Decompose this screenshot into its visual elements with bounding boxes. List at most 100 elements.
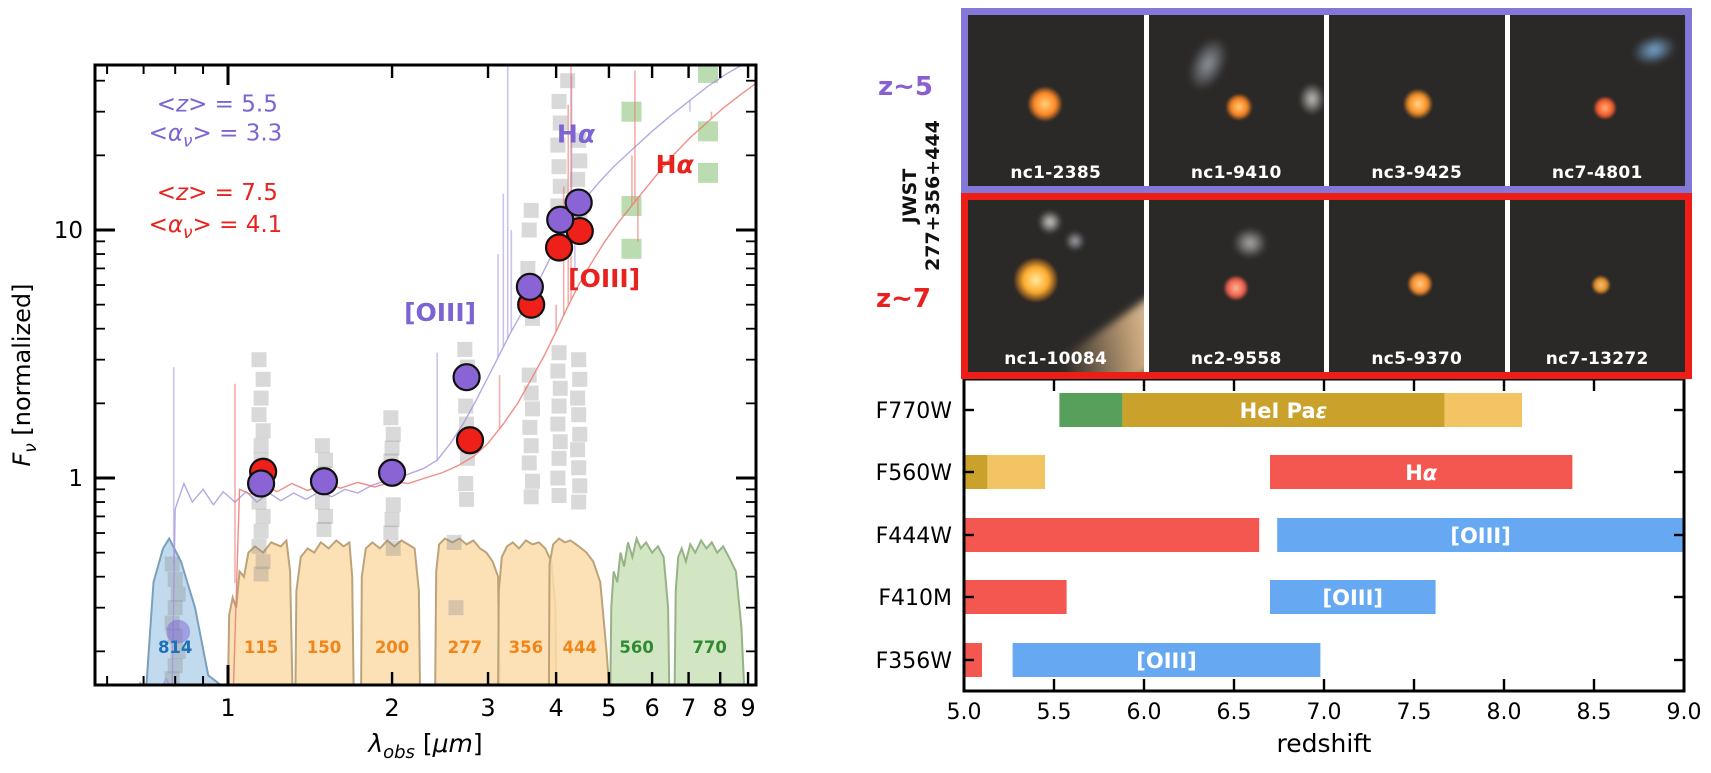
cutout-nc2-9558: nc2-9558 bbox=[1148, 200, 1324, 372]
filter-label-115: 115 bbox=[244, 638, 278, 657]
svg-text:7: 7 bbox=[681, 694, 696, 722]
svg-text:10: 10 bbox=[54, 218, 83, 244]
filter-label-150: 150 bbox=[307, 638, 341, 657]
line-label-0: Hα bbox=[557, 120, 596, 149]
coverage-bar bbox=[987, 455, 1045, 489]
sed-annotation-1: <αν> = 3.3 bbox=[149, 120, 283, 151]
cutout-row-z5: nc1-2385 nc1-9410 nc3-9425 nc7-4801 bbox=[961, 8, 1692, 193]
galaxy-blob bbox=[1629, 30, 1680, 69]
cutout-label: nc1-10084 bbox=[1004, 349, 1108, 369]
svg-text:5.0: 5.0 bbox=[947, 700, 982, 725]
svg-text:5.5: 5.5 bbox=[1037, 700, 1072, 725]
z7-row-label: z~7 bbox=[876, 284, 932, 314]
coverage-bar bbox=[964, 455, 988, 489]
cutout-label: nc2-9558 bbox=[1190, 349, 1282, 369]
svg-text:1: 1 bbox=[220, 694, 235, 722]
stack-points-z5 bbox=[246, 188, 593, 498]
galaxy-blob bbox=[1223, 275, 1248, 300]
filter-curve-560 bbox=[609, 535, 671, 685]
filter-curve-277 bbox=[434, 537, 501, 685]
sed-annotation-2: <z> = 7.5 bbox=[157, 180, 278, 206]
row-label-F560W: F560W bbox=[876, 461, 953, 486]
line-label-2: [OIII] bbox=[404, 298, 476, 327]
galaxy-blob bbox=[1013, 258, 1058, 303]
coverage-bar-label: Hα bbox=[1405, 461, 1438, 485]
row-label-F410M: F410M bbox=[878, 586, 952, 611]
filter-label-444: 444 bbox=[563, 638, 597, 657]
sed-xlabel: λobs [μm] bbox=[366, 729, 482, 763]
sed-annotation-0: <z> = 5.5 bbox=[157, 92, 278, 118]
cutout-nc1-10084: nc1-10084 bbox=[968, 200, 1144, 372]
coverage-row-F770W: HeI Paε bbox=[1059, 393, 1522, 427]
galaxy-blob bbox=[1232, 227, 1267, 258]
galaxy-blob bbox=[1404, 88, 1433, 119]
row-label-F356W: F356W bbox=[876, 649, 953, 674]
galaxy-blob bbox=[1038, 210, 1063, 235]
filter-curve-150 bbox=[294, 539, 355, 685]
coverage-xlabel: redshift bbox=[1277, 729, 1372, 758]
svg-text:7.5: 7.5 bbox=[1397, 700, 1432, 725]
svg-text:2: 2 bbox=[384, 694, 399, 722]
cutout-label: nc1-9410 bbox=[1190, 163, 1282, 183]
sed-annotation-3: <αν> = 4.1 bbox=[149, 212, 283, 243]
svg-text:6.5: 6.5 bbox=[1217, 700, 1252, 725]
cutout-nc7-4801: nc7-4801 bbox=[1509, 15, 1685, 186]
filter-curve-200 bbox=[360, 539, 421, 685]
svg-text:6: 6 bbox=[644, 694, 659, 722]
coverage-axes: 5.0 5.5 6.0 6.5 7.0 7.5 8.0 8.5 9.0 F770W F560W F44… bbox=[876, 377, 1702, 725]
cutout-label: nc7-4801 bbox=[1551, 163, 1643, 183]
row-label-F444W: F444W bbox=[876, 524, 953, 549]
coverage-row-F560W: Hα bbox=[964, 455, 1573, 489]
svg-text:3: 3 bbox=[480, 694, 495, 722]
svg-text:5: 5 bbox=[601, 694, 616, 722]
stack-points-z7 bbox=[249, 216, 594, 486]
galaxy-blob bbox=[1064, 230, 1085, 251]
sed-ylabel: Fν [normalized] bbox=[8, 283, 41, 466]
sed-plot: Hα Hα [OIII] [OIII] <z> = 5.5<αν> = 3.3 <z> =… bbox=[8, 63, 758, 763]
filter-label-356: 356 bbox=[509, 638, 543, 657]
coverage-bar bbox=[964, 580, 1067, 614]
galaxy-blob bbox=[1593, 97, 1616, 120]
coverage-chart: HeI Paε Hα [OIII] [OIII] [OIII] 5.0 5.5 6.0 6.5 7… bbox=[876, 377, 1702, 758]
svg-text:4: 4 bbox=[548, 694, 563, 722]
filter-label-770: 770 bbox=[692, 638, 726, 657]
coverage-bar bbox=[1270, 455, 1573, 489]
filter-curve-115 bbox=[226, 538, 295, 685]
coverage-bar-label: [OIII] bbox=[1450, 524, 1511, 548]
filter-curve-770 bbox=[673, 538, 746, 685]
galaxy-blob bbox=[1225, 93, 1252, 120]
galaxy-blob bbox=[1407, 272, 1432, 297]
sed-axes: 1 2 3 4 5 6 7 8 9 1 10 bbox=[54, 63, 758, 722]
coverage-bar-label: HeI Paε bbox=[1240, 399, 1328, 423]
coverage-bar-label: [OIII] bbox=[1323, 586, 1384, 610]
coverage-row-F444W: [OIII] bbox=[964, 518, 1684, 552]
individual-galaxies-nircam bbox=[164, 73, 588, 685]
line-label-1: Hα bbox=[656, 150, 695, 179]
cutout-row-z7: nc1-10084 nc2-9558 nc5-9370 nc7-13272 bbox=[961, 193, 1692, 379]
galaxy-blob bbox=[1591, 275, 1610, 294]
svg-text:9: 9 bbox=[740, 694, 755, 722]
coverage-bar bbox=[1122, 393, 1445, 427]
coverage-bar bbox=[1444, 393, 1522, 427]
svg-text:8: 8 bbox=[713, 694, 728, 722]
cutout-label: nc3-9425 bbox=[1371, 163, 1463, 183]
jwst-label-line2: 277+356+444 bbox=[921, 120, 944, 271]
galaxy-blob bbox=[1027, 86, 1062, 121]
cutout-label: nc5-9370 bbox=[1371, 349, 1463, 369]
coverage-bar-label: [OIII] bbox=[1136, 649, 1197, 673]
svg-text:8.0: 8.0 bbox=[1487, 700, 1522, 725]
cutout-label: nc7-13272 bbox=[1545, 349, 1649, 369]
cutout-nc3-9425: nc3-9425 bbox=[1329, 15, 1505, 186]
coverage-bar bbox=[1277, 518, 1684, 552]
coverage-bar bbox=[964, 518, 1260, 552]
filter-label-200: 200 bbox=[375, 638, 409, 657]
filter-curve-444 bbox=[547, 537, 610, 685]
filter-label-814: 814 bbox=[158, 638, 192, 657]
coverage-bar bbox=[1012, 643, 1321, 677]
cutout-nc5-9370: nc5-9370 bbox=[1329, 200, 1505, 372]
cutout-nc7-13272: nc7-13272 bbox=[1509, 200, 1685, 372]
coverage-row-F356W: [OIII] bbox=[964, 643, 1321, 677]
z5-row-label: z~5 bbox=[878, 72, 934, 102]
